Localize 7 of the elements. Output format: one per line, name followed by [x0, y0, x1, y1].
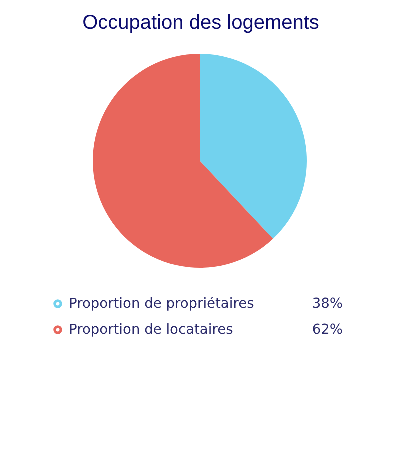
pie-slice — [93, 54, 274, 268]
chart-title: Occupation des logements — [82, 12, 320, 34]
data-label: 62% — [312, 322, 343, 338]
pie-slice — [200, 54, 307, 239]
legend-label: Proportion de locataires — [69, 322, 234, 338]
data-label: 38% — [312, 296, 343, 312]
legend-label: Proportion de propriétaires — [69, 296, 254, 312]
